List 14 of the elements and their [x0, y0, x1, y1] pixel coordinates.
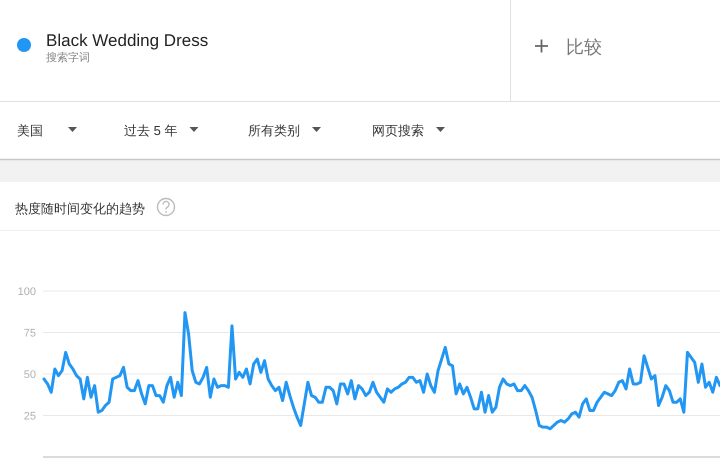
- chart-title: 热度随时间变化的趋势: [15, 201, 145, 216]
- text: 搜索字词: [46, 51, 90, 64]
- y-tick-label: 100: [18, 286, 36, 298]
- y-tick-label: 50: [24, 369, 36, 381]
- text: 美国: [17, 123, 43, 138]
- line-series: [42, 311, 720, 430]
- text: 过去 5 年: [124, 123, 178, 138]
- text: 所有类别: [248, 123, 300, 138]
- legend-label: Black Wedding Dress: [46, 31, 208, 50]
- y-tick-label: 75: [24, 328, 36, 340]
- legend-item: Black Wedding Dress: [17, 31, 208, 52]
- text: 网页搜索: [372, 123, 424, 138]
- text: 比较: [566, 37, 602, 57]
- y-tick-label: 25: [24, 410, 36, 422]
